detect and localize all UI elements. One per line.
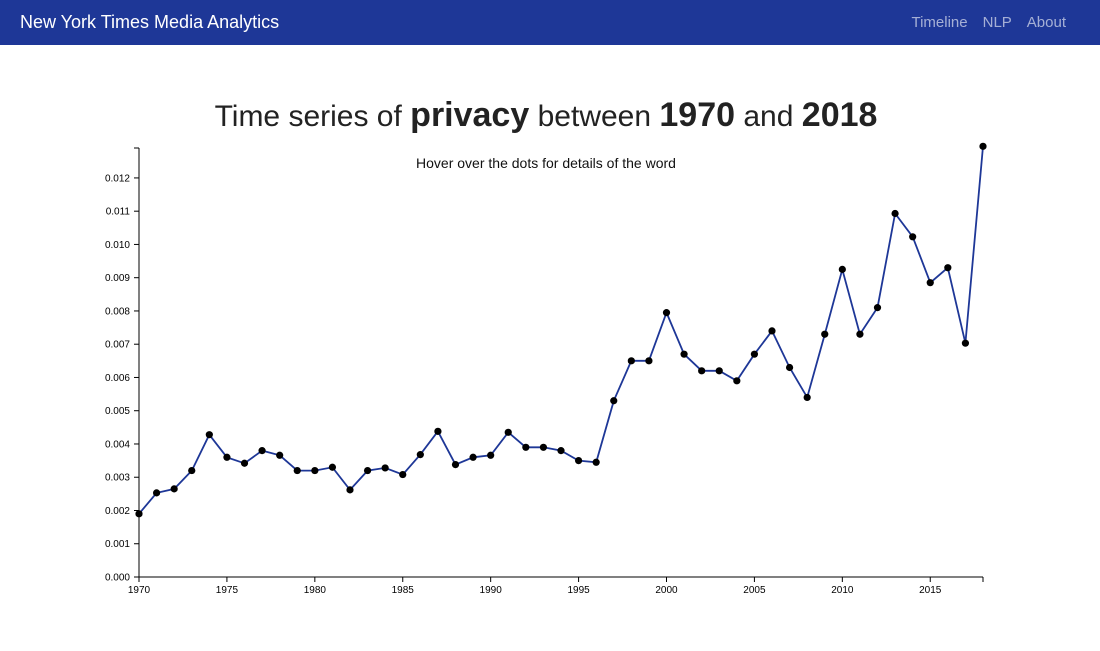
- y-tick-label: 0.001: [105, 539, 130, 550]
- data-point[interactable]: [698, 367, 706, 375]
- nav-link-about[interactable]: About: [1026, 14, 1066, 31]
- data-point[interactable]: [768, 327, 776, 335]
- data-point[interactable]: [856, 330, 864, 338]
- chart-subtitle: Hover over the dots for details of the w…: [416, 155, 676, 171]
- data-point[interactable]: [240, 459, 249, 467]
- brand-title[interactable]: New York Times Media Analytics: [20, 12, 280, 32]
- data-point[interactable]: [399, 470, 407, 479]
- x-tick-label: 2015: [919, 585, 942, 596]
- data-point[interactable]: [487, 451, 495, 459]
- data-point[interactable]: [909, 233, 917, 241]
- data-point[interactable]: [803, 393, 811, 402]
- data-point[interactable]: [873, 304, 882, 312]
- data-point[interactable]: [346, 486, 354, 494]
- y-tick-label: 0.005: [105, 406, 130, 417]
- data-point[interactable]: [539, 443, 548, 451]
- y-tick-label: 0.000: [105, 573, 130, 584]
- data-point[interactable]: [610, 397, 618, 405]
- title-and: and: [743, 100, 794, 133]
- x-tick-label: 1980: [304, 585, 327, 596]
- y-tick-label: 0.004: [105, 439, 130, 450]
- navbar: New York Times Media Analytics Timeline …: [0, 0, 1100, 45]
- x-tick-label: 1985: [392, 585, 415, 596]
- data-point[interactable]: [715, 367, 723, 375]
- data-point[interactable]: [135, 510, 143, 518]
- data-point[interactable]: [188, 466, 196, 475]
- data-point[interactable]: [557, 447, 565, 455]
- data-point[interactable]: [152, 489, 161, 497]
- title-word: privacy: [410, 96, 530, 134]
- y-tick-label: 0.008: [105, 306, 130, 317]
- title-prefix: Time series of: [214, 100, 402, 133]
- data-point[interactable]: [680, 350, 688, 358]
- y-tick-label: 0.009: [105, 273, 130, 284]
- data-point[interactable]: [504, 428, 512, 436]
- x-tick-label: 1975: [216, 585, 239, 596]
- data-point[interactable]: [170, 485, 178, 493]
- x-tick-label: 1970: [128, 585, 151, 596]
- y-tick-label: 0.010: [105, 240, 130, 251]
- data-point[interactable]: [733, 377, 741, 385]
- data-point[interactable]: [434, 427, 442, 435]
- title-start-year: 1970: [659, 96, 736, 134]
- y-tick-label: 0.011: [106, 207, 131, 218]
- x-tick-label: 1995: [567, 585, 590, 596]
- series-line: [138, 146, 984, 515]
- data-point[interactable]: [785, 363, 794, 372]
- data-point[interactable]: [311, 466, 319, 475]
- title-between: between: [537, 100, 652, 133]
- data-point[interactable]: [451, 460, 460, 469]
- nav-links: Timeline NLP About: [896, 14, 1066, 31]
- y-tick-label: 0.002: [105, 506, 130, 517]
- data-point[interactable]: [926, 279, 934, 287]
- data-point[interactable]: [381, 464, 389, 472]
- y-tick-label: 0.006: [105, 373, 130, 384]
- data-point[interactable]: [258, 447, 266, 455]
- data-point[interactable]: [838, 265, 846, 273]
- data-point[interactable]: [416, 451, 424, 459]
- y-tick-label: 0.012: [105, 173, 130, 184]
- nav-link-nlp[interactable]: NLP: [982, 14, 1012, 31]
- data-point[interactable]: [363, 466, 372, 475]
- y-tick-label: 0.007: [105, 340, 130, 351]
- y-tick-label: 0.003: [105, 473, 130, 484]
- data-point[interactable]: [522, 443, 530, 451]
- x-tick-label: 2005: [743, 585, 766, 596]
- data-point[interactable]: [961, 339, 970, 347]
- data-point[interactable]: [750, 350, 759, 358]
- data-point[interactable]: [645, 357, 653, 365]
- x-tick-label: 2010: [831, 585, 854, 596]
- data-point[interactable]: [574, 457, 583, 465]
- data-point[interactable]: [328, 463, 337, 471]
- data-point[interactable]: [293, 466, 301, 475]
- nav-link-timeline[interactable]: Timeline: [911, 14, 968, 31]
- data-point[interactable]: [944, 264, 952, 272]
- data-point[interactable]: [891, 209, 899, 218]
- data-point[interactable]: [276, 451, 284, 459]
- x-tick-label: 2000: [655, 585, 678, 596]
- data-point[interactable]: [592, 458, 600, 466]
- data-point[interactable]: [205, 431, 213, 439]
- x-tick-label: 1990: [480, 585, 503, 596]
- data-point[interactable]: [223, 453, 231, 461]
- chart-title: Time series of privacy between 1970 and …: [0, 96, 1092, 135]
- data-point[interactable]: [662, 309, 671, 317]
- data-point[interactable]: [469, 453, 477, 461]
- data-point[interactable]: [627, 357, 635, 365]
- title-end-year: 2018: [801, 96, 878, 134]
- data-point[interactable]: [821, 330, 829, 338]
- data-point[interactable]: [979, 142, 987, 150]
